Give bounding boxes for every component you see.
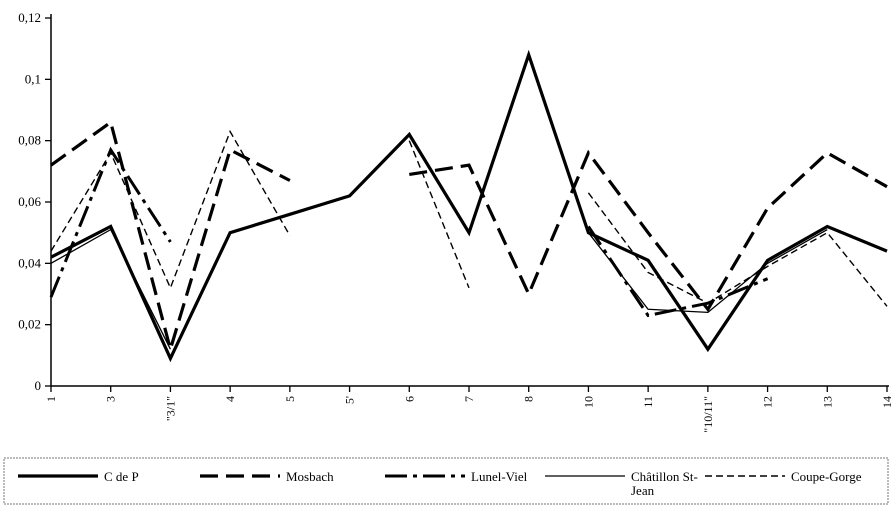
data-point bbox=[289, 213, 291, 215]
data-point bbox=[707, 302, 709, 304]
data-point bbox=[647, 271, 649, 273]
x-tick-label: 10 bbox=[581, 396, 595, 408]
series-line-1 bbox=[409, 149, 888, 313]
series-line-3 bbox=[587, 229, 828, 314]
data-point bbox=[169, 348, 171, 350]
data-point bbox=[826, 228, 828, 230]
legend-label: Châtillon St- bbox=[631, 469, 698, 484]
data-point bbox=[110, 225, 112, 227]
series-lines bbox=[49, 49, 888, 363]
x-tick-label: 14 bbox=[880, 396, 893, 408]
x-axis-ticks: 1 3 "3/1" 4 5 5' 6 7 8 10 11 "10/11" 12 13 14 bbox=[44, 386, 893, 433]
data-point bbox=[50, 262, 52, 264]
data-point bbox=[468, 164, 470, 166]
data-point bbox=[766, 277, 768, 279]
data-point bbox=[110, 149, 112, 151]
legend-label: Coupe-Gorge bbox=[791, 469, 862, 484]
data-point bbox=[766, 265, 768, 267]
x-tick-label: 5 bbox=[283, 396, 297, 402]
data-point bbox=[886, 305, 888, 307]
data-point bbox=[169, 357, 171, 359]
data-point bbox=[528, 54, 530, 56]
legend: C de P Mosbach Lunel-Viel Châtillon St-Jean… bbox=[3, 457, 889, 505]
data-point bbox=[348, 195, 350, 197]
y-tick-label: 0,1 bbox=[25, 71, 41, 86]
data-point bbox=[587, 225, 589, 227]
x-tick-label: 11 bbox=[641, 396, 655, 408]
data-point bbox=[110, 121, 112, 123]
data-point bbox=[229, 130, 231, 132]
data-point bbox=[528, 293, 530, 295]
series-line-2 bbox=[49, 146, 172, 298]
x-tick-label: 7 bbox=[462, 396, 476, 402]
legend-label: Lunel-Viel bbox=[471, 469, 528, 484]
data-point bbox=[169, 287, 171, 289]
data-point bbox=[766, 259, 768, 261]
data-point bbox=[587, 152, 589, 154]
y-tick-label: 0,02 bbox=[18, 317, 41, 332]
chart-axes bbox=[50, 14, 889, 387]
legend-box bbox=[3, 457, 889, 505]
x-tick-label: 13 bbox=[820, 396, 834, 408]
data-point bbox=[647, 259, 649, 261]
data-point bbox=[229, 231, 231, 233]
data-point bbox=[50, 296, 52, 298]
data-point bbox=[766, 207, 768, 209]
y-tick-label: 0 bbox=[35, 378, 42, 393]
data-point bbox=[647, 231, 649, 233]
data-point bbox=[229, 149, 231, 151]
data-point bbox=[110, 152, 112, 154]
x-tick-label: "3/1" bbox=[163, 396, 177, 421]
x-tick-label: 1 bbox=[44, 396, 58, 402]
y-tick-label: 0,12 bbox=[18, 10, 41, 25]
data-point bbox=[169, 241, 171, 243]
legend-label: Mosbach bbox=[286, 469, 334, 484]
y-tick-label: 0,08 bbox=[18, 133, 41, 148]
data-point bbox=[647, 308, 649, 310]
data-point bbox=[587, 192, 589, 194]
data-point bbox=[408, 173, 410, 175]
series-line-3 bbox=[50, 228, 171, 350]
x-tick-label: 12 bbox=[761, 396, 775, 408]
x-tick-label: 3 bbox=[104, 396, 118, 402]
data-point bbox=[50, 250, 52, 252]
x-tick-label: 4 bbox=[223, 396, 237, 402]
data-point bbox=[886, 185, 888, 187]
data-point bbox=[289, 179, 291, 181]
series-line-4 bbox=[408, 140, 470, 289]
data-point bbox=[826, 152, 828, 154]
data-point bbox=[707, 308, 709, 310]
data-point bbox=[707, 348, 709, 350]
data-point bbox=[826, 231, 828, 233]
x-tick-label: 8 bbox=[522, 396, 536, 402]
data-point bbox=[50, 256, 52, 258]
x-tick-label: "10/11" bbox=[701, 396, 715, 433]
data-point bbox=[50, 164, 52, 166]
data-point bbox=[647, 314, 649, 316]
x-tick-label: 5' bbox=[343, 396, 357, 404]
data-point bbox=[468, 231, 470, 233]
data-point bbox=[289, 235, 291, 237]
series-line-4 bbox=[587, 192, 888, 307]
data-point bbox=[826, 225, 828, 227]
y-axis-ticks: 0 0,02 0,04 0,06 0,08 0,1 0,12 bbox=[18, 10, 51, 393]
data-point bbox=[468, 287, 470, 289]
data-point bbox=[766, 262, 768, 264]
data-point bbox=[587, 231, 589, 233]
series-line-0 bbox=[50, 49, 888, 363]
data-point bbox=[707, 311, 709, 313]
legend-label: C de P bbox=[104, 469, 139, 484]
data-point bbox=[408, 133, 410, 135]
data-point bbox=[110, 228, 112, 230]
x-tick-label: 6 bbox=[402, 396, 416, 402]
legend-label: Jean bbox=[631, 483, 655, 498]
data-point bbox=[408, 139, 410, 141]
y-tick-label: 0,04 bbox=[18, 255, 41, 270]
data-point bbox=[886, 250, 888, 252]
y-tick-label: 0,06 bbox=[18, 194, 41, 209]
series-line-1 bbox=[50, 119, 291, 356]
